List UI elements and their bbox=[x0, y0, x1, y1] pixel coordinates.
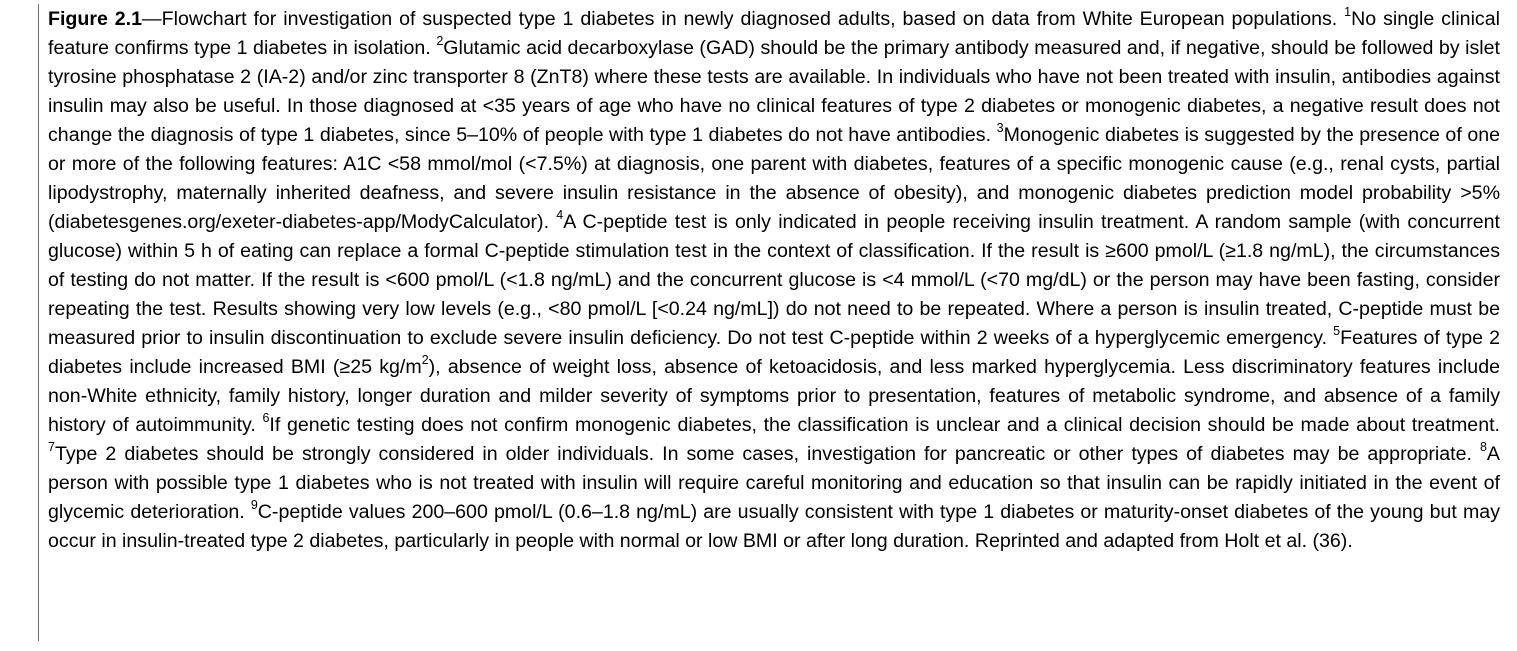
footnote-text-continued: ), absence of weight loss, absence of ke… bbox=[48, 356, 1500, 436]
footnote-text: Type 2 diabetes should be strongly consi… bbox=[54, 443, 1472, 465]
footnote-marker: 1 bbox=[1344, 5, 1352, 20]
footnote-marker: 5 bbox=[1333, 324, 1341, 339]
footnote-text: A C-peptide test is only indicated in pe… bbox=[48, 211, 1500, 349]
footnote-text: C-peptide values 200–600 pmol/L (0.6–1.8… bbox=[48, 501, 1500, 552]
footnote-marker: 9 bbox=[250, 498, 258, 513]
footnote-marker: 8 bbox=[1479, 440, 1487, 455]
footnote-text: If genetic testing does not confirm mono… bbox=[269, 414, 1500, 436]
footnote-text: A person with possible type 1 diabetes w… bbox=[48, 443, 1500, 523]
figure-label: Figure 2.1 bbox=[48, 8, 143, 30]
left-margin-rule bbox=[38, 4, 39, 641]
unit-superscript: 2 bbox=[421, 353, 429, 368]
footnote-text: Features of type 2 diabetes include incr… bbox=[48, 327, 1500, 378]
caption-intro: —Flowchart for investigation of suspecte… bbox=[142, 8, 1338, 30]
figure-caption: Figure 2.1—Flowchart for investigation o… bbox=[48, 5, 1500, 556]
footnote-marker: 3 bbox=[996, 121, 1004, 136]
reprint-note: Reprinted and adapted from Holt et al. (… bbox=[974, 530, 1353, 552]
footnote-marker: 6 bbox=[262, 411, 270, 426]
footnote-marker: 7 bbox=[48, 440, 55, 455]
footnote-text: Glutamic acid decarboxylase (GAD) should… bbox=[48, 37, 1500, 146]
footnote-marker: 4 bbox=[556, 208, 564, 223]
footnote-text: No single clinical feature confirms type… bbox=[48, 8, 1500, 59]
footnote-marker: 2 bbox=[436, 34, 444, 49]
footnote-text: Monogenic diabetes is suggested by the p… bbox=[48, 124, 1501, 233]
